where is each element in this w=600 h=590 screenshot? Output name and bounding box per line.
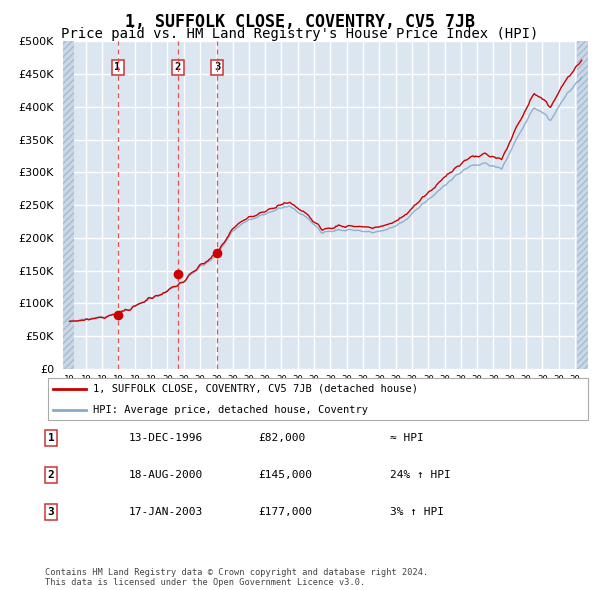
Text: ≈ HPI: ≈ HPI: [390, 433, 424, 442]
Text: £82,000: £82,000: [258, 433, 305, 442]
Text: 3: 3: [214, 63, 220, 73]
Text: 3% ↑ HPI: 3% ↑ HPI: [390, 507, 444, 517]
Text: 1, SUFFOLK CLOSE, COVENTRY, CV5 7JB: 1, SUFFOLK CLOSE, COVENTRY, CV5 7JB: [125, 13, 475, 31]
Text: 24% ↑ HPI: 24% ↑ HPI: [390, 470, 451, 480]
Text: 1, SUFFOLK CLOSE, COVENTRY, CV5 7JB (detached house): 1, SUFFOLK CLOSE, COVENTRY, CV5 7JB (det…: [93, 384, 418, 394]
Text: £177,000: £177,000: [258, 507, 312, 517]
Text: 18-AUG-2000: 18-AUG-2000: [129, 470, 203, 480]
Text: 2: 2: [47, 470, 55, 480]
Text: 2: 2: [175, 63, 181, 73]
Text: £145,000: £145,000: [258, 470, 312, 480]
Text: Contains HM Land Registry data © Crown copyright and database right 2024.
This d: Contains HM Land Registry data © Crown c…: [45, 568, 428, 587]
Text: 3: 3: [47, 507, 55, 517]
Text: 1: 1: [47, 433, 55, 442]
Text: Price paid vs. HM Land Registry's House Price Index (HPI): Price paid vs. HM Land Registry's House …: [61, 27, 539, 41]
Text: 1: 1: [115, 63, 121, 73]
FancyBboxPatch shape: [48, 378, 588, 420]
Text: 13-DEC-1996: 13-DEC-1996: [129, 433, 203, 442]
Text: HPI: Average price, detached house, Coventry: HPI: Average price, detached house, Cove…: [93, 405, 368, 415]
Text: 17-JAN-2003: 17-JAN-2003: [129, 507, 203, 517]
